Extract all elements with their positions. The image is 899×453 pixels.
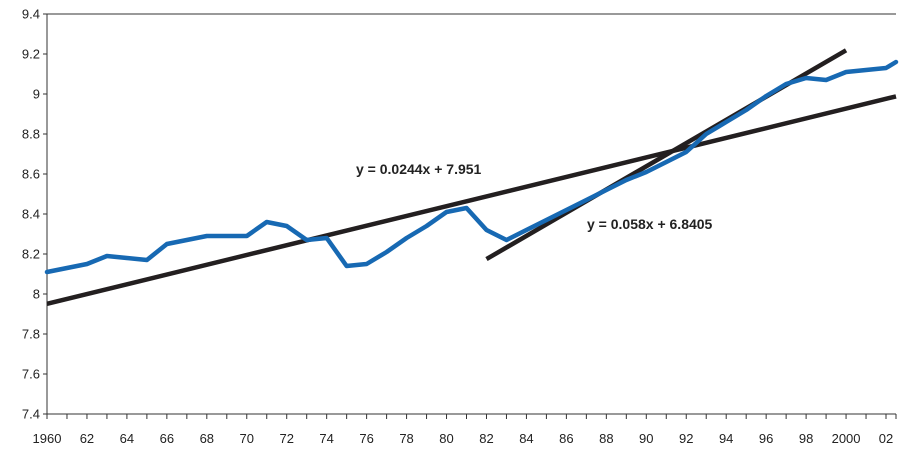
y-tick-label: 8.2 — [22, 247, 40, 262]
trendline-equation-1: y = 0.0244x + 7.951 — [356, 161, 482, 177]
trendline-equation-2: y = 0.058x + 6.8405 — [587, 216, 713, 232]
x-tick-label: 78 — [399, 431, 413, 446]
y-tick-label: 8.6 — [22, 167, 40, 182]
x-tick-label: 80 — [439, 431, 453, 446]
x-tick-label: 74 — [319, 431, 333, 446]
series — [44, 59, 899, 275]
x-tick-label: 86 — [559, 431, 573, 446]
y-tick-label: 7.4 — [22, 407, 40, 422]
y-tick-label: 9.2 — [22, 47, 40, 62]
y-tick-label: 7.8 — [22, 327, 40, 342]
x-tick-label: 92 — [679, 431, 693, 446]
y-tick-label: 8.8 — [22, 127, 40, 142]
x-tick-label: 76 — [359, 431, 373, 446]
x-tick-label: 82 — [479, 431, 493, 446]
series-line — [44, 59, 899, 275]
x-tick-label: 64 — [120, 431, 134, 446]
y-tick-label: 7.6 — [22, 367, 40, 382]
y-tick-label: 8 — [33, 287, 40, 302]
trendlines — [46, 48, 897, 306]
annotations: y = 0.0244x + 7.951 y = 0.058x + 6.8405 — [356, 161, 713, 232]
trendline-1 — [46, 94, 897, 306]
x-tick-label: 88 — [599, 431, 613, 446]
x-tick-label: 98 — [799, 431, 813, 446]
x-tick-label: 66 — [160, 431, 174, 446]
x-tick-label: 94 — [719, 431, 733, 446]
x-tick-label: 2000 — [832, 431, 861, 446]
y-tick-label: 9.4 — [22, 7, 40, 22]
y-tick-label: 8.4 — [22, 207, 40, 222]
x-tick-label: 68 — [200, 431, 214, 446]
x-tick-label: 96 — [759, 431, 773, 446]
x-tick-label: 70 — [240, 431, 254, 446]
axes: 7.4 7.6 7.8 8 8.2 8.4 8.6 8.8 9 9.2 9.4 1960 62 64 66 6… — [22, 7, 897, 446]
y-tick-label: 9 — [33, 87, 40, 102]
x-tick-label: 1960 — [33, 431, 62, 446]
x-tick-label: 62 — [80, 431, 94, 446]
x-tick-label: 72 — [279, 431, 293, 446]
x-tick-label: 90 — [639, 431, 653, 446]
x-tick-label: 84 — [519, 431, 533, 446]
x-tick-label: 02 — [879, 431, 893, 446]
